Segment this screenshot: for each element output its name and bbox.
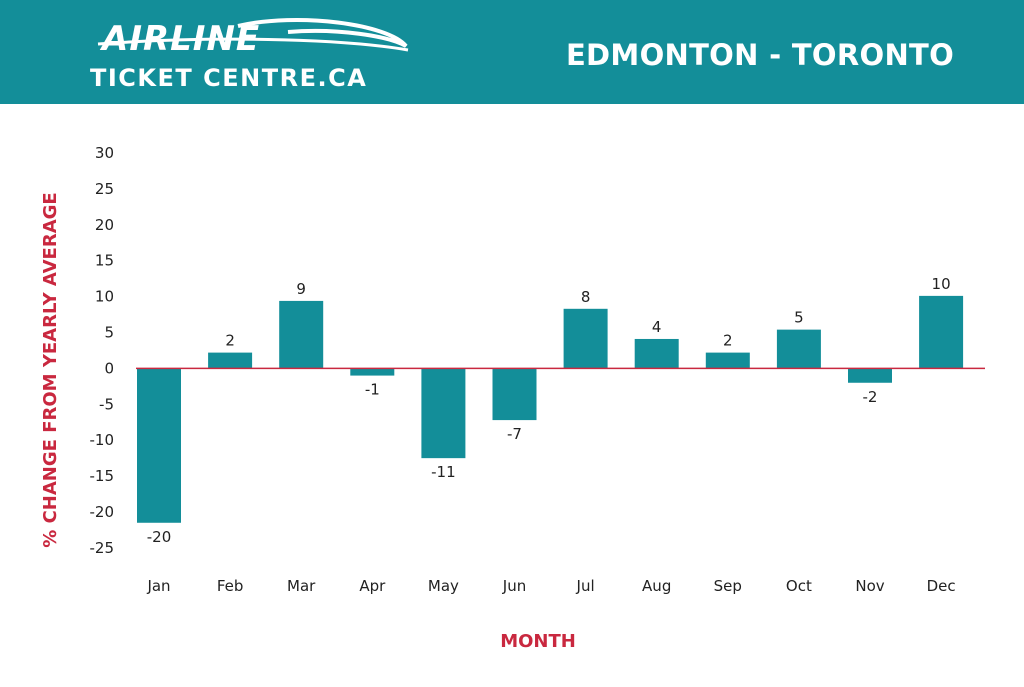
data-labels: -20 2 9 -1 -11 -7 8 4 2 5 -2 10	[147, 275, 951, 546]
y-tick-label: 0	[104, 359, 114, 377]
data-label-jan: -20	[147, 528, 172, 546]
bar-jan	[137, 368, 181, 523]
data-label-mar: 9	[296, 280, 306, 298]
svg-text:AIRLINE: AIRLINE	[99, 19, 260, 59]
bar-jun	[492, 368, 537, 421]
x-tick-label: Oct	[786, 577, 812, 595]
bar-feb	[208, 352, 253, 369]
data-label-oct: 5	[794, 309, 804, 327]
x-axis-title: MONTH	[500, 631, 576, 652]
bar-aug	[634, 338, 679, 369]
data-label-sep: 2	[723, 332, 733, 350]
svg-text:TICKET CENTRE.CA: TICKET CENTRE.CA	[90, 64, 367, 92]
data-label-may: -11	[431, 463, 456, 481]
y-axis-title: % CHANGE FROM YEARLY AVERAGE	[40, 192, 61, 547]
y-tick-label: -15	[90, 467, 115, 485]
bar-mar	[279, 300, 324, 369]
y-axis-ticks: 30 25 20 15 10 5 0 -5 -10 -15 -20 -25	[90, 144, 115, 557]
x-tick-label: May	[428, 577, 459, 595]
x-tick-label: Dec	[927, 577, 956, 595]
x-tick-label: Apr	[359, 577, 386, 595]
airline-ticket-centre-logo: AIRLINE TICKET CENTRE.CA	[90, 17, 409, 92]
data-label-dec: 10	[932, 275, 951, 293]
y-tick-label: 25	[95, 180, 114, 198]
y-tick-label: -5	[99, 395, 114, 413]
data-label-feb: 2	[225, 332, 235, 350]
x-tick-label: Aug	[642, 577, 671, 595]
y-tick-label: 20	[95, 216, 114, 234]
x-tick-label: Sep	[714, 577, 742, 595]
bar-dec	[919, 295, 964, 369]
bar-apr	[350, 368, 395, 376]
x-tick-label: Jun	[502, 577, 526, 595]
bar-jul	[563, 308, 608, 369]
y-tick-label: 5	[104, 324, 114, 342]
bars	[137, 295, 964, 523]
y-tick-label: -10	[90, 431, 115, 449]
x-tick-label: Feb	[217, 577, 244, 595]
bar-nov	[848, 368, 892, 383]
bar-oct	[776, 329, 821, 369]
y-tick-label: -25	[90, 539, 115, 557]
data-label-apr: -1	[365, 381, 380, 399]
y-tick-label: 30	[95, 144, 114, 162]
header-banner: AIRLINE TICKET CENTRE.CA EDMONTON - TORO…	[0, 0, 1024, 104]
route-title: EDMONTON - TORONTO	[565, 38, 955, 72]
x-tick-label: Nov	[855, 577, 884, 595]
bar-sep	[705, 352, 750, 369]
x-tick-label: Mar	[287, 577, 316, 595]
x-tick-label: Jan	[146, 577, 170, 595]
bar-may	[421, 368, 466, 459]
y-tick-label: -20	[90, 503, 115, 521]
y-tick-label: 15	[95, 252, 114, 270]
data-label-jul: 8	[581, 288, 591, 306]
y-tick-label: 10	[95, 288, 114, 306]
data-label-jun: -7	[507, 425, 522, 443]
data-label-aug: 4	[652, 318, 662, 336]
x-axis-ticks: Jan Feb Mar Apr May Jun Jul Aug Sep Oct Nov Dec	[146, 577, 955, 595]
data-label-nov: -2	[863, 388, 878, 406]
x-tick-label: Jul	[576, 577, 595, 595]
